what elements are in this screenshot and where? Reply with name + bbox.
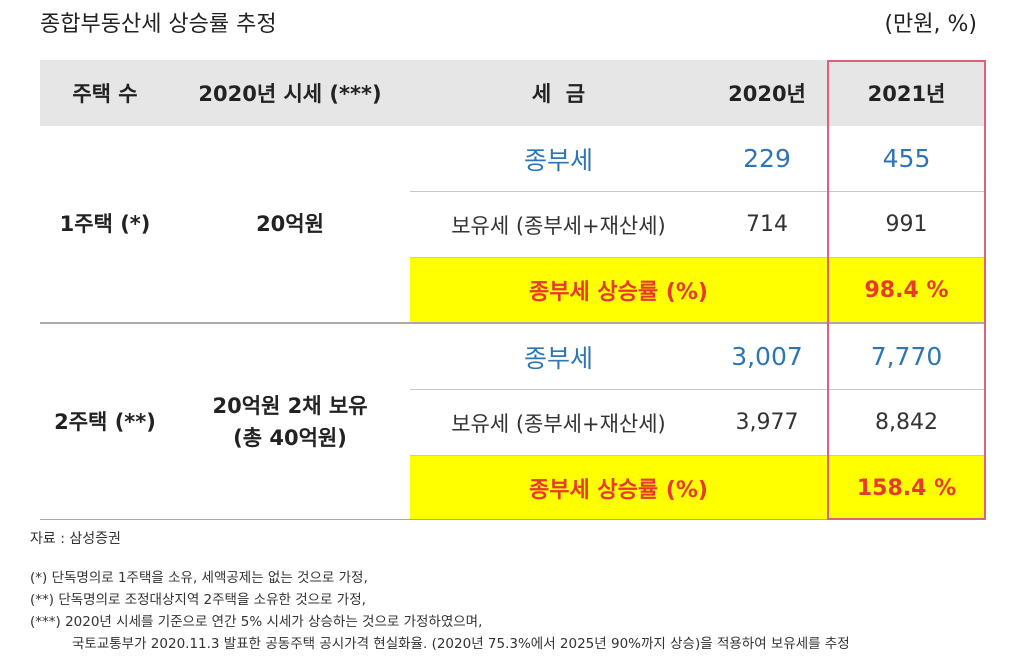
group1-hold-2020: 714 — [746, 212, 788, 237]
footnotes: (*) 단독명의로 1주택을 소유, 세액공제는 없는 것으로 가정, (**)… — [30, 567, 850, 655]
header-2021: 2021년 — [827, 60, 986, 126]
footnote-1: (*) 단독명의로 1주택을 소유, 세액공제는 없는 것으로 가정, — [30, 570, 368, 586]
group1-rate-label: 종부세 상승률 (%) — [410, 258, 827, 322]
unit-label: (만원, %) — [884, 12, 977, 37]
group2-hold-2021: 8,842 — [875, 410, 938, 435]
page-title: 종합부동산세 상승률 추정 — [40, 12, 277, 37]
group2-hold-label: 보유세 (종부세+재산세) — [451, 411, 666, 436]
group2-rate-label: 종부세 상승률 (%) — [410, 456, 827, 520]
footnote-3-cont: 국토교통부가 2020.11.3 발표한 공동주택 공시가격 현실화율. (20… — [72, 636, 850, 652]
group2-tax-label: 종부세 — [523, 343, 593, 373]
header-price: 2020년 시세 (***) — [170, 60, 410, 126]
group1-tax-2020: 229 — [743, 144, 791, 173]
group1-price: 20억원 — [170, 126, 410, 322]
group1-hold-label: 보유세 (종부세+재산세) — [451, 213, 666, 238]
header-houses: 주택 수 — [40, 60, 170, 126]
group2-tax-2021: 7,770 — [870, 342, 943, 371]
source-note: 자료 : 삼성증권 — [30, 531, 121, 547]
group2-rate-value: 158.4 % — [827, 456, 986, 520]
group2-price: 20억원 2채 보유 (총 40억원) — [170, 324, 410, 520]
group2-price-line1: 20억원 2채 보유 — [212, 394, 368, 418]
group2-price-line2: (총 40억원) — [233, 426, 347, 450]
header-tax: 세 금 — [410, 60, 707, 126]
group1-tax-2021: 455 — [882, 144, 931, 173]
footnote-3: (***) 2020년 시세를 기준으로 연간 5% 시세가 상승하는 것으로 … — [30, 614, 483, 630]
footnote-2: (**) 단독명의로 조정대상지역 2주택을 소유한 것으로 가정, — [30, 592, 366, 608]
group1-rate-value: 98.4 % — [827, 258, 986, 322]
group1-price-line1: 20억원 — [256, 212, 324, 236]
group1-tax-label: 종부세 — [523, 145, 593, 175]
group2-tax-2020: 3,007 — [731, 342, 803, 371]
header-2020: 2020년 — [707, 60, 827, 126]
group1-hold-2021: 991 — [885, 212, 928, 237]
group2-houses: 2주택 (**) — [54, 410, 156, 434]
group2-hold-2020: 3,977 — [735, 410, 799, 435]
group1-houses: 1주택 (*) — [59, 212, 151, 236]
tax-table: 주택 수 2020년 시세 (***) 세 금 2020년 2021년 1주택 … — [40, 60, 986, 520]
